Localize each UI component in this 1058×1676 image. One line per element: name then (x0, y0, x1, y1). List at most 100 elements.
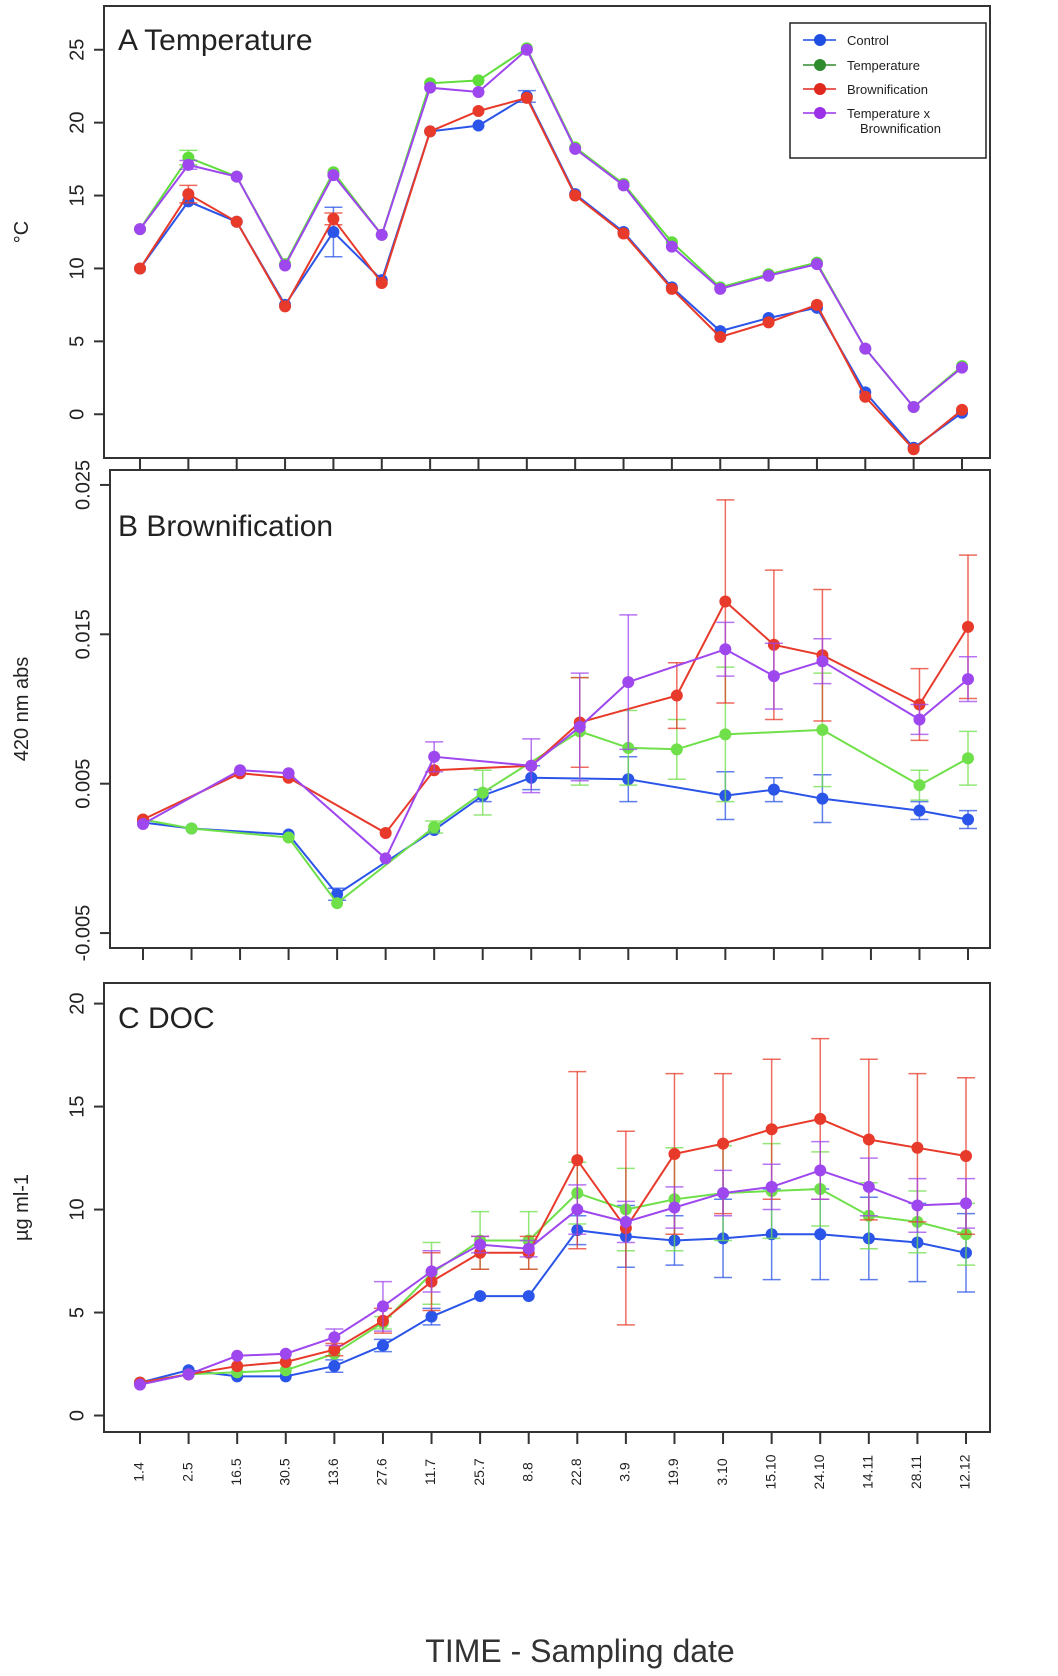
data-point (962, 620, 974, 633)
series-temperature-x-brownification (134, 1140, 975, 1391)
data-point (379, 852, 392, 865)
data-point (474, 1290, 487, 1303)
data-point (375, 277, 388, 290)
data-point (134, 1378, 146, 1391)
legend-marker (814, 34, 826, 46)
y-tick-label: 20 (66, 992, 88, 1014)
data-point (670, 743, 683, 756)
series-temperature-x-brownification (137, 614, 977, 865)
y-axis-label: °C (11, 221, 33, 243)
data-point (573, 720, 586, 733)
data-point (911, 1141, 924, 1154)
x-tick-label: 30.5 (276, 1458, 292, 1485)
x-tick-label: 2.5 (179, 1462, 195, 1482)
data-point (375, 228, 388, 241)
data-point (907, 400, 920, 413)
x-tick-label: 24.10 (811, 1454, 827, 1489)
y-tick-label: 20 (66, 112, 88, 134)
data-point (571, 1203, 584, 1216)
data-point (522, 1290, 535, 1303)
data-point (962, 813, 974, 826)
series-brownification (134, 1037, 975, 1389)
data-point (424, 81, 437, 94)
data-point (907, 443, 920, 456)
y-axis-label: 420 nm abs (11, 657, 33, 762)
data-point (862, 1180, 875, 1193)
y-tick-label: 25 (66, 39, 88, 61)
legend-marker (814, 59, 826, 71)
x-tick-label: 1.4 (131, 1462, 147, 1482)
data-point (960, 1197, 972, 1210)
x-tick-label: 28.11 (908, 1455, 924, 1489)
data-point (617, 227, 630, 240)
data-point (762, 316, 775, 329)
data-point (182, 188, 195, 201)
data-point (913, 804, 926, 817)
data-point (810, 298, 823, 311)
data-point (182, 158, 195, 171)
data-point (376, 1300, 389, 1313)
legend-label: Temperature x (847, 106, 931, 121)
panel-title: B Brownification (118, 510, 333, 543)
y-tick-label: 10 (66, 257, 88, 279)
data-point (719, 728, 732, 741)
y-tick-label: 15 (66, 1095, 88, 1117)
data-point (622, 676, 635, 689)
series-temperature (137, 666, 977, 910)
data-point (956, 361, 968, 374)
data-point (472, 104, 485, 117)
y-tick-label: 5 (66, 1307, 88, 1318)
data-point (911, 1199, 924, 1212)
legend-label: Brownification (847, 82, 928, 97)
data-point (767, 670, 780, 683)
series-brownification (134, 91, 968, 456)
series-brownification (137, 499, 977, 839)
data-point (520, 91, 533, 104)
data-point (522, 1242, 535, 1255)
data-point (665, 240, 678, 253)
data-point (714, 330, 727, 343)
data-point (279, 300, 292, 313)
data-point (476, 786, 489, 799)
data-point (474, 1238, 487, 1251)
data-point (137, 818, 149, 831)
series-temperature-x-brownification (134, 43, 968, 413)
data-point (328, 1343, 341, 1356)
data-point (230, 170, 243, 183)
y-tick-label: 0.015 (72, 609, 94, 659)
panel-b: -0.005 0.005 0.015 0.025 420 nm abs B Brownif… (11, 460, 991, 962)
data-point (231, 1349, 244, 1362)
data-point (525, 759, 538, 772)
series-line (142, 728, 969, 905)
data-point (665, 282, 678, 295)
data-point (279, 1347, 292, 1360)
x-tick-label: 3.9 (617, 1462, 633, 1482)
y-tick-label: 5 (66, 336, 88, 347)
data-point (328, 1360, 341, 1373)
series-line (139, 1117, 967, 1384)
x-tick-label: 11.7 (422, 1459, 438, 1485)
series-line (142, 648, 969, 861)
data-point (327, 169, 340, 182)
data-point (816, 723, 829, 736)
x-axis-label: TIME - Sampling date (425, 1633, 734, 1669)
x-tick-label: 8.8 (519, 1462, 535, 1482)
data-point (619, 1215, 632, 1228)
y-tick-label: -0.005 (72, 905, 94, 962)
data-point (472, 74, 485, 87)
data-point (859, 390, 872, 403)
data-point (520, 43, 533, 56)
y-tick-label: 15 (66, 184, 88, 206)
data-point (962, 673, 974, 686)
data-point (913, 713, 926, 726)
y-tick-label: 0.005 (72, 759, 94, 809)
data-point (569, 142, 582, 155)
data-point (810, 258, 823, 271)
plot-frame (109, 469, 991, 949)
data-point (717, 1137, 730, 1150)
data-point (859, 342, 872, 355)
data-point (279, 1355, 292, 1368)
y-tick-label: 0.025 (72, 460, 94, 510)
x-tick-label: 3.10 (714, 1458, 730, 1485)
panel-a: 0 5 10 15 20 25 °C A Temperature Control Temperat… (11, 5, 991, 470)
